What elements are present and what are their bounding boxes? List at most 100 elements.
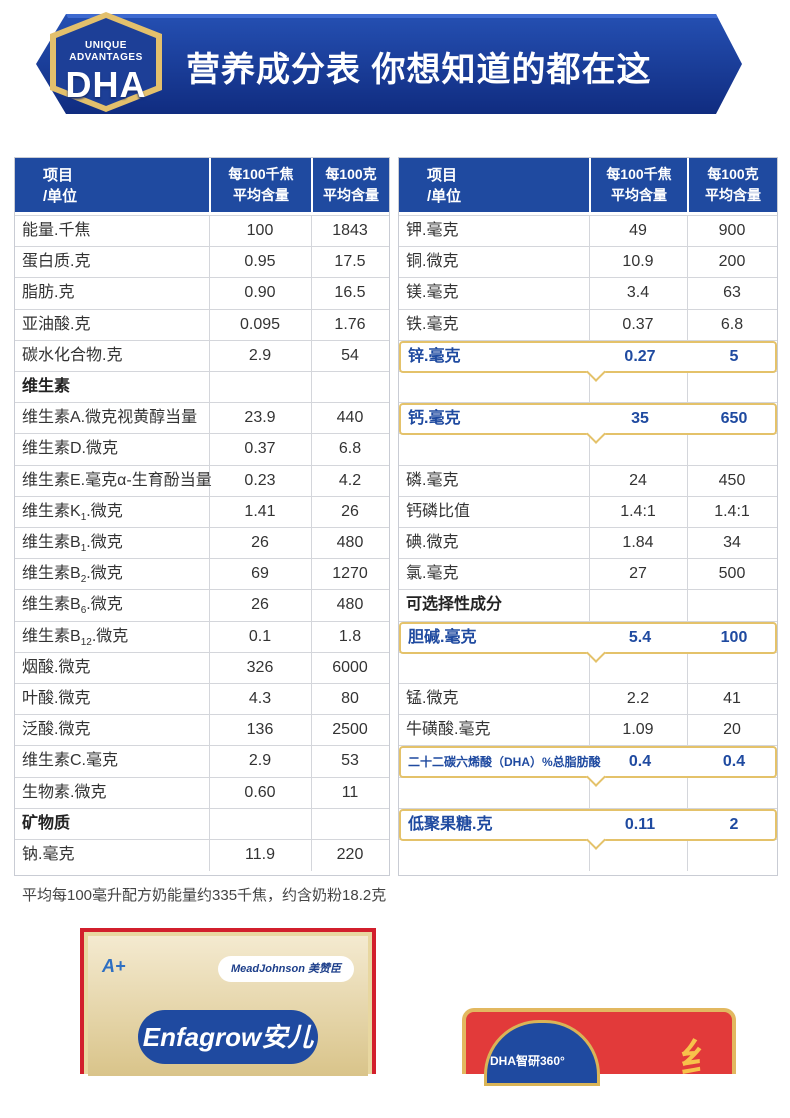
table-row-highlight: 二十二碳六烯酸（DHA）%总脂肪酸 0.4 0.4 xyxy=(399,746,777,788)
column-divider xyxy=(311,403,312,435)
value-per-100kj: 26 xyxy=(251,534,269,551)
grid-row xyxy=(15,527,389,559)
column-divider xyxy=(687,496,688,528)
table-row: 镁.毫克 3.4 63 xyxy=(399,277,777,308)
value-per-100g: 1843 xyxy=(332,222,368,239)
grid-row xyxy=(399,277,777,310)
nutrient-name: 矿物质 xyxy=(22,814,71,832)
grid-row xyxy=(15,558,389,591)
column-divider xyxy=(687,684,688,715)
nutrient-name-subscript: 12 xyxy=(80,636,92,648)
table-header: 项目 /单位 每100千焦 平均含量 每100克 平均含量 xyxy=(399,158,777,212)
banner-background xyxy=(36,14,742,114)
column-divider xyxy=(687,715,688,747)
column-divider xyxy=(311,496,312,528)
value-per-100kj: 5.4 xyxy=(628,628,652,646)
aplus-label: A+ xyxy=(102,956,126,976)
table-row: 烟酸.微克 326 6000 xyxy=(15,652,389,683)
header-divider xyxy=(687,158,689,212)
value-per-100g: 6.8 xyxy=(338,440,362,458)
column-divider xyxy=(209,465,210,497)
nutrition-table-left: 项目 /单位 每100千焦 平均含量 每100克 平均含量 能量.千焦 100 18… xyxy=(14,157,390,876)
value-per-100g: 5 xyxy=(729,347,739,365)
column-divider xyxy=(209,777,210,809)
column-divider xyxy=(209,216,210,247)
grid-row xyxy=(15,839,389,871)
nutrient-name: 氯.毫克 xyxy=(406,565,459,583)
meadjohnson-logo: MeadJohnson 美赞臣 xyxy=(218,956,354,982)
grid-row xyxy=(15,620,389,653)
nutrient-name-suffix: .微克 xyxy=(86,596,123,614)
dha-badge: UNIQUE ADVANTAGES DHA xyxy=(46,10,166,114)
value-per-100kj: 0.27 xyxy=(624,347,656,365)
column-divider xyxy=(209,684,210,715)
table-row: 锰.微克 2.2 41 xyxy=(399,683,777,714)
nutrient-name: 维生素B1.微克 xyxy=(22,527,123,558)
grid-row xyxy=(399,776,777,809)
grid-row xyxy=(15,714,389,747)
nutrient-name: 二十二碳六烯酸（DHA）%总脂肪酸 xyxy=(408,755,601,770)
nutrient-name-suffix: .微克 xyxy=(86,502,123,520)
nutrient-name: 叶酸.微克 xyxy=(22,690,91,707)
table-row: 能量.千焦 100 1843 xyxy=(15,215,389,246)
nutrient-name: 钙.毫克 xyxy=(408,410,461,428)
value-per-100kj: 35 xyxy=(631,410,649,428)
table-row: 叶酸.微克 4.3 80 xyxy=(15,683,389,714)
nutrient-name: 碘.微克 xyxy=(406,534,459,551)
nutrient-name: 维生素D.微克 xyxy=(22,440,119,458)
column-divider xyxy=(589,465,590,497)
value-per-100g: 1.4:1 xyxy=(714,502,750,520)
value-per-100g: 2 xyxy=(729,815,739,833)
value-per-100g: 11 xyxy=(341,783,359,801)
nutrient-name: 泛酸.微克 xyxy=(22,721,91,739)
column-divider xyxy=(687,559,688,591)
nutrient-name: 钾.毫克 xyxy=(406,222,459,239)
nutrient-name: 钠.毫克 xyxy=(22,846,75,863)
table-row: 维生素A.微克视黄醇当量 23.9 440 xyxy=(15,402,389,433)
value-per-100g: 53 xyxy=(341,752,359,770)
nutrient-name-subscript: 1 xyxy=(80,543,87,555)
table-row: 维生素B6.微克 26 480 xyxy=(15,589,389,620)
column-divider xyxy=(687,434,688,466)
table-row: 碳水化合物.克 2.9 54 xyxy=(15,340,389,371)
value-per-100g: 6.8 xyxy=(720,315,744,333)
grid-row xyxy=(15,651,389,684)
column-divider xyxy=(209,403,210,435)
nutrient-name: 维生素C.毫克 xyxy=(22,752,119,770)
header-divider xyxy=(311,158,313,212)
nutrient-name: 胆碱.毫克 xyxy=(408,628,477,646)
grid-row xyxy=(399,558,777,591)
value-per-100kj: 10.9 xyxy=(622,253,654,271)
grid-row xyxy=(15,776,389,809)
column-divider xyxy=(589,216,590,247)
value-per-100g: 4.2 xyxy=(338,471,362,489)
nutrient-name: 维生素B6.微克 xyxy=(22,589,123,620)
nutrient-name: 镁.毫克 xyxy=(406,284,459,302)
nutrient-name: 铜.微克 xyxy=(406,253,459,271)
grid-row xyxy=(15,807,389,840)
value-per-100kj: 2.9 xyxy=(248,752,272,770)
header-per-100kj: 每100千焦 平均含量 xyxy=(228,166,294,203)
nutrient-name-prefix: 维生素B xyxy=(22,565,81,583)
column-divider xyxy=(311,278,312,310)
nutrient-name: 钙磷比值 xyxy=(406,502,471,520)
value-per-100g: 26 xyxy=(341,502,359,520)
column-divider xyxy=(209,434,210,466)
column-divider xyxy=(209,372,210,403)
grid-row xyxy=(15,215,389,247)
column-divider xyxy=(589,372,590,403)
nutrient-name: 维生素A.微克视黄醇当量 xyxy=(22,409,198,427)
column-divider xyxy=(209,621,210,653)
nutrient-name: 低聚果糖.克 xyxy=(408,815,493,833)
value-per-100kj: 27 xyxy=(629,565,647,583)
banner-title: 营养成分表 你想知道的都在这 xyxy=(186,51,652,89)
grid-row xyxy=(15,464,389,497)
value-per-100kj: 11.9 xyxy=(245,846,275,863)
column-divider xyxy=(311,216,312,247)
column-divider xyxy=(209,590,210,622)
column-divider xyxy=(589,247,590,279)
table-row-highlight: 钙.毫克 35 650 xyxy=(399,403,777,445)
table-row: 维生素B12.微克 0.1 1.8 xyxy=(15,621,389,652)
table-row: 脂肪.克 0.90 16.5 xyxy=(15,277,389,308)
nutrient-name-subscript: 6 xyxy=(80,605,87,617)
